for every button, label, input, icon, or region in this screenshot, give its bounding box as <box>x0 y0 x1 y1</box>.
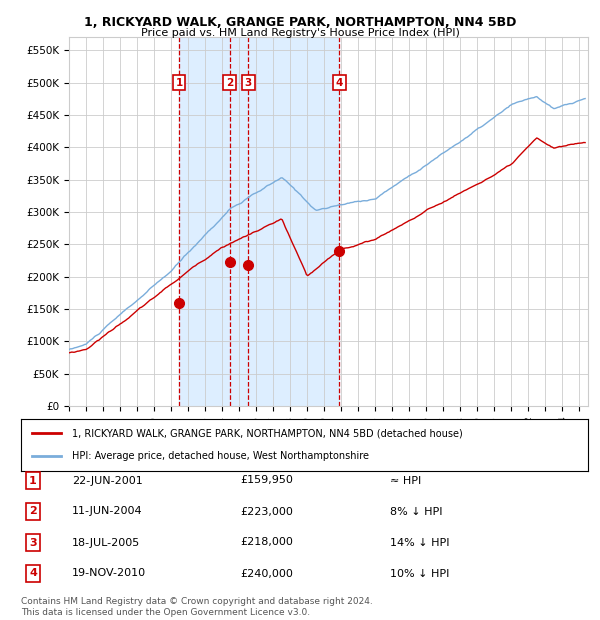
Text: Price paid vs. HM Land Registry's House Price Index (HPI): Price paid vs. HM Land Registry's House … <box>140 28 460 38</box>
Text: 4: 4 <box>29 569 37 578</box>
Text: 10% ↓ HPI: 10% ↓ HPI <box>390 569 449 578</box>
Text: 19-NOV-2010: 19-NOV-2010 <box>72 569 146 578</box>
Text: ≈ HPI: ≈ HPI <box>390 476 421 485</box>
Text: 1, RICKYARD WALK, GRANGE PARK, NORTHAMPTON, NN4 5BD: 1, RICKYARD WALK, GRANGE PARK, NORTHAMPT… <box>84 16 516 29</box>
Text: 2: 2 <box>226 78 233 87</box>
Text: HPI: Average price, detached house, West Northamptonshire: HPI: Average price, detached house, West… <box>72 451 369 461</box>
Text: 3: 3 <box>245 78 252 87</box>
Bar <box>179 37 340 406</box>
Text: £159,950: £159,950 <box>240 476 293 485</box>
Text: 3: 3 <box>29 538 37 547</box>
Text: 8% ↓ HPI: 8% ↓ HPI <box>390 507 443 516</box>
Text: 1, RICKYARD WALK, GRANGE PARK, NORTHAMPTON, NN4 5BD (detached house): 1, RICKYARD WALK, GRANGE PARK, NORTHAMPT… <box>72 428 463 438</box>
Text: 18-JUL-2005: 18-JUL-2005 <box>72 538 140 547</box>
Text: £218,000: £218,000 <box>240 538 293 547</box>
Text: 1: 1 <box>175 78 183 87</box>
Text: 14% ↓ HPI: 14% ↓ HPI <box>390 538 449 547</box>
Text: 1: 1 <box>29 476 37 485</box>
Text: 22-JUN-2001: 22-JUN-2001 <box>72 476 143 485</box>
Text: 2: 2 <box>29 507 37 516</box>
Text: 11-JUN-2004: 11-JUN-2004 <box>72 507 143 516</box>
Text: £240,000: £240,000 <box>240 569 293 578</box>
Text: Contains HM Land Registry data © Crown copyright and database right 2024.
This d: Contains HM Land Registry data © Crown c… <box>21 598 373 617</box>
Text: £223,000: £223,000 <box>240 507 293 516</box>
Text: 4: 4 <box>336 78 343 87</box>
